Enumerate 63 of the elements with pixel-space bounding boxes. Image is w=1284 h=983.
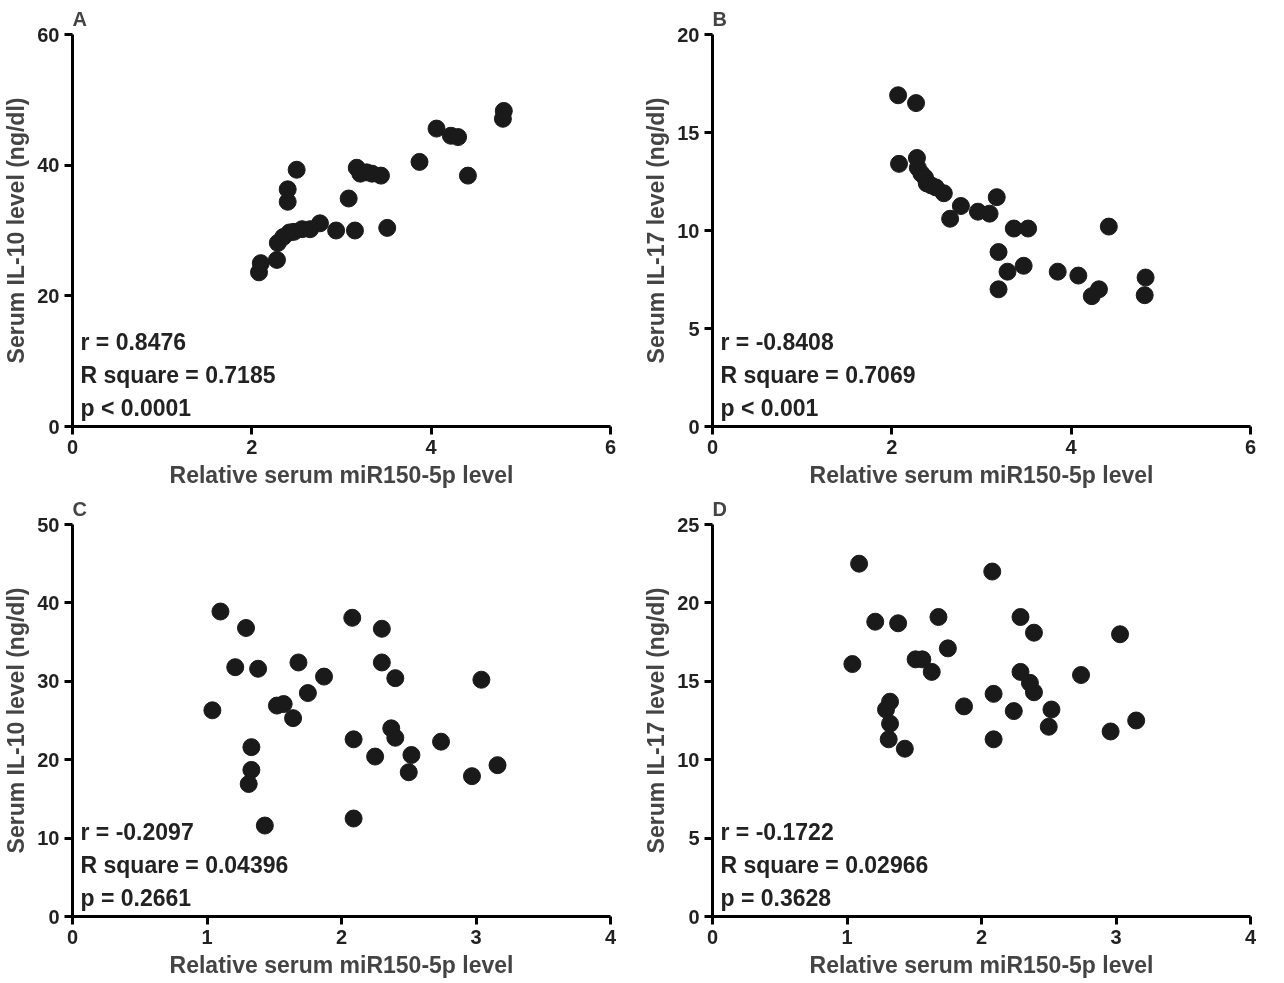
x-axis-title: Relative serum miR150-5p level	[809, 461, 1154, 488]
y-tick-label: 15	[677, 670, 700, 693]
x-tick-label: 3	[470, 925, 482, 948]
annotation: r = -0.1722	[720, 818, 834, 845]
x-tick-label: 0	[706, 925, 719, 948]
x-tick-label: 0	[706, 435, 719, 458]
y-tick-label: 10	[677, 219, 700, 242]
x-tick-label: 4	[425, 435, 438, 458]
chart-title: A	[72, 7, 87, 30]
annotation: p < 0.001	[720, 394, 819, 421]
x-tick-label: 2	[975, 925, 988, 948]
y-axis-title: Serum IL-17 level (ng/dl)	[643, 587, 670, 854]
y-tick-label: 40	[37, 591, 60, 614]
annotation: p = 0.2661	[80, 884, 192, 911]
y-tick-label: 30	[37, 670, 60, 693]
y-tick-label: 5	[688, 317, 700, 340]
x-axis-title: Relative serum miR150-5p level	[169, 951, 514, 978]
x-tick-label: 3	[1110, 925, 1122, 948]
y-axis-title: Serum IL-10 level (ng/dl)	[3, 97, 30, 364]
annotation: R square = 0.7185	[80, 361, 276, 388]
y-axis-title: Serum IL-17 level (ng/dl)	[643, 97, 670, 364]
x-tick-label: 4	[1065, 435, 1078, 458]
annotation: R square = 0.7069	[720, 361, 916, 388]
y-tick-label: 0	[688, 905, 700, 928]
x-tick-label: 2	[886, 435, 898, 458]
x-tick-label: 1	[841, 925, 853, 948]
y-tick-label: 40	[37, 154, 60, 177]
y-tick-label: 0	[48, 415, 60, 438]
y-tick-label: 10	[37, 827, 60, 850]
annotation: p < 0.0001	[80, 394, 192, 421]
y-axis-title: Serum IL-10 level (ng/dl)	[3, 587, 30, 854]
y-tick-label: 20	[37, 284, 60, 307]
chart-title: D	[712, 497, 727, 520]
y-tick-label: 25	[677, 513, 700, 536]
x-tick-label: 1	[201, 925, 213, 948]
y-tick-label: 20	[677, 591, 700, 614]
y-tick-label: 20	[37, 748, 60, 771]
x-tick-label: 4	[1244, 925, 1257, 948]
y-tick-label: 20	[677, 23, 700, 46]
y-tick-label: 0	[688, 415, 700, 438]
annotation: r = -0.8408	[720, 328, 834, 355]
x-tick-label: 6	[604, 435, 617, 458]
y-tick-label: 0	[48, 905, 60, 928]
x-axis-title: Relative serum miR150-5p level	[169, 461, 514, 488]
x-tick-label: 6	[1244, 435, 1257, 458]
x-tick-label: 2	[246, 435, 258, 458]
chart-title: B	[712, 7, 727, 30]
y-tick-label: 50	[37, 513, 60, 536]
x-tick-label: 0	[66, 925, 79, 948]
x-tick-label: 4	[604, 925, 617, 948]
x-tick-label: 0	[66, 435, 79, 458]
annotation: r = -0.2097	[80, 818, 194, 845]
annotation: R square = 0.04396	[80, 851, 289, 878]
y-tick-label: 60	[37, 23, 60, 46]
annotation: r = 0.8476	[80, 328, 187, 355]
annotation: p = 0.3628	[720, 884, 832, 911]
annotation: R square = 0.02966	[720, 851, 929, 878]
y-tick-label: 15	[677, 121, 700, 144]
x-axis-title: Relative serum miR150-5p level	[809, 951, 1154, 978]
x-tick-label: 2	[335, 925, 348, 948]
y-tick-label: 5	[688, 827, 700, 850]
chart-title: C	[72, 497, 87, 520]
y-tick-label: 10	[677, 748, 700, 771]
